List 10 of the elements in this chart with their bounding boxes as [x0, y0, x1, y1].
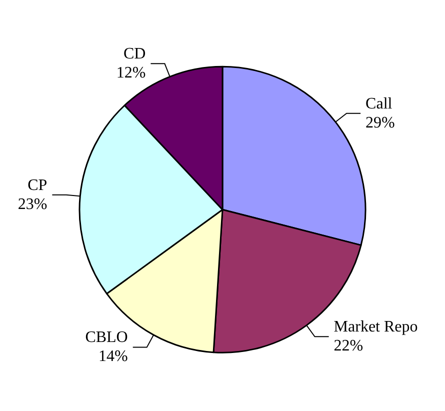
slice-label: CP	[28, 176, 48, 194]
data-label: 12%	[116, 64, 146, 82]
slice-label: CBLO	[85, 329, 128, 346]
data-label: 23%	[18, 196, 48, 213]
data-label: 22%	[334, 338, 364, 355]
data-label: 29%	[366, 114, 395, 132]
slice-label: CD	[123, 46, 146, 63]
data-label: 14%	[98, 348, 128, 366]
slice-label: Market Repo	[334, 318, 418, 336]
slice-label: Call	[366, 95, 393, 112]
